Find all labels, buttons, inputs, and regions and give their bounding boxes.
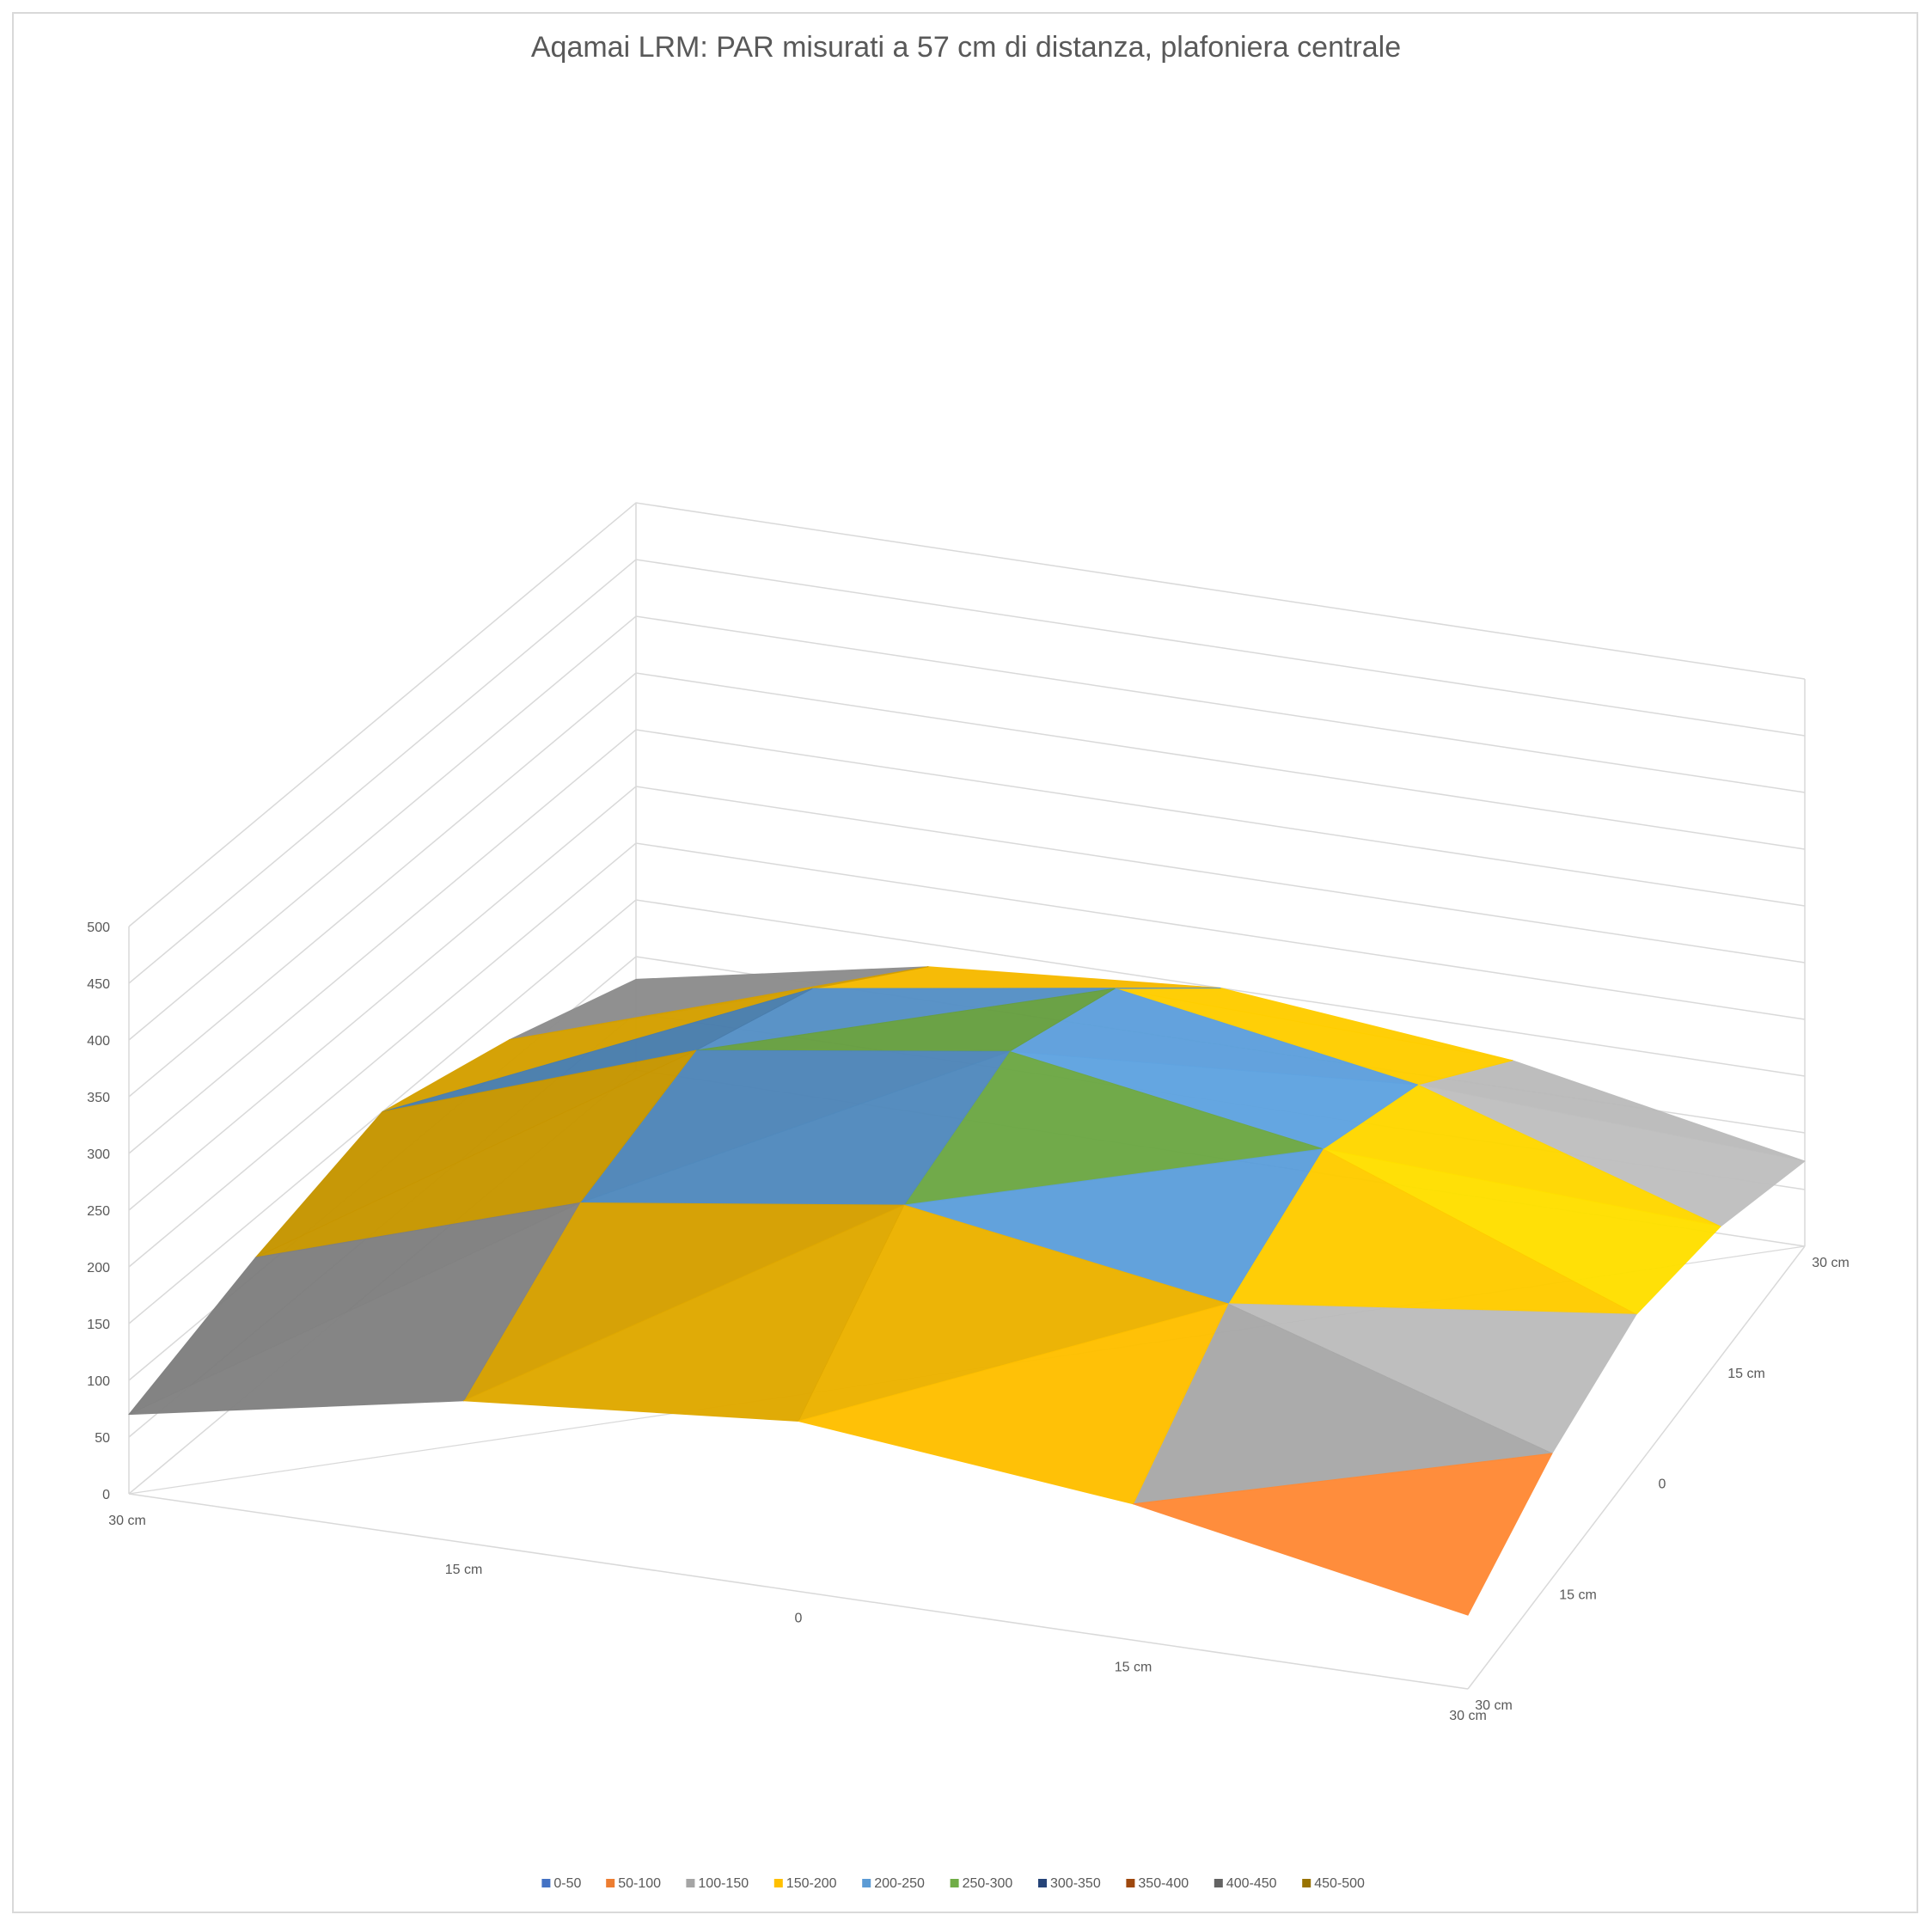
gridline-z-500 [128, 502, 1806, 927]
legend-swatch-6 [1038, 1879, 1047, 1887]
legend-swatch-1 [606, 1879, 615, 1887]
legend-label-4: 200-250 [874, 1876, 925, 1891]
y-tick-label: 0 [1659, 1477, 1666, 1492]
z-tick-label: 100 [87, 1374, 110, 1389]
x-tick-label: 30 cm [108, 1514, 146, 1528]
z-tick-label: 250 [87, 1204, 110, 1219]
x-tick-label: 0 [795, 1612, 803, 1626]
legend-label-8: 400-450 [1226, 1876, 1277, 1891]
x-axis-line [128, 1493, 1469, 1690]
z-tick-label: 0 [102, 1488, 110, 1502]
axis-labels: 0 50 100 150 200 250 300 350 400 450 500 30 cm 15 cm… [87, 921, 1849, 1723]
legend-swatch-8 [1214, 1879, 1223, 1887]
legend-label-3: 150-200 [786, 1876, 837, 1891]
y-axis-line [1467, 1245, 1806, 1690]
legend-swatch-7 [1126, 1879, 1135, 1887]
legend-label-1: 50-100 [618, 1876, 661, 1891]
surface-facet-3-0-0 [1133, 1453, 1553, 1616]
x-tick-label: 15 cm [445, 1563, 483, 1577]
chart-frame [12, 12, 1918, 1913]
chart-title: Aqamai LRM: PAR misurati a 57 cm di dist… [530, 31, 1402, 64]
y-tick-label: 30 cm [1812, 1256, 1849, 1270]
z-tick-label: 150 [87, 1318, 110, 1332]
legend-label-5: 250-300 [963, 1876, 1013, 1891]
legend-label-2: 100-150 [698, 1876, 749, 1891]
z-tick-label: 350 [87, 1091, 110, 1105]
legend: 0-50 50-100 100-150 150-200 200-250 250-300 30… [541, 1876, 1365, 1891]
surface-facet-0-0-0 [128, 1202, 581, 1416]
z-tick-label: 400 [87, 1034, 110, 1049]
surface-layer [128, 966, 1806, 1616]
legend-swatch-5 [950, 1879, 959, 1887]
y-tick-label: 15 cm [1727, 1367, 1765, 1381]
legend-swatch-0 [541, 1879, 551, 1887]
surface-facet-2-0-0 [798, 1303, 1229, 1505]
x-tick-label: 15 cm [1115, 1660, 1152, 1674]
gridline-z-450 [128, 559, 1806, 984]
z-tick-label: 450 [87, 977, 110, 992]
legend-label-6: 300-350 [1050, 1876, 1101, 1891]
legend-label-0: 0-50 [553, 1876, 581, 1891]
legend-label-9: 450-500 [1314, 1876, 1365, 1891]
legend-swatch-9 [1302, 1879, 1311, 1887]
surface-facet-1-0-0 [463, 1204, 905, 1422]
x-tick-label: 30 cm [1449, 1709, 1487, 1723]
legend-swatch-3 [773, 1879, 783, 1887]
z-tick-label: 200 [87, 1261, 110, 1275]
legend-swatch-4 [862, 1879, 871, 1887]
legend-swatch-2 [686, 1879, 695, 1887]
z-tick-label: 50 [95, 1431, 110, 1446]
y-tick-label: 30 cm [1475, 1698, 1513, 1713]
z-tick-label: 300 [87, 1147, 110, 1162]
legend-label-7: 350-400 [1138, 1876, 1189, 1891]
z-tick-label: 500 [87, 921, 110, 935]
y-tick-label: 15 cm [1559, 1587, 1597, 1602]
